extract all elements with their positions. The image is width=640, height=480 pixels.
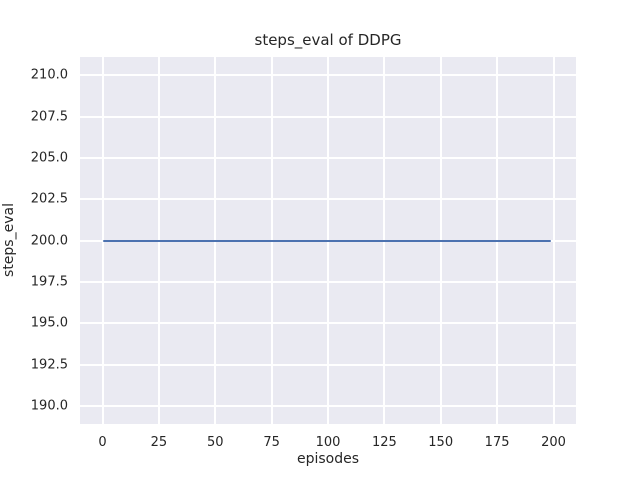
y-tick-label: 207.5 — [30, 109, 68, 124]
y-gridline — [80, 156, 576, 159]
y-gridline — [80, 280, 576, 283]
x-tick-label: 75 — [263, 435, 280, 450]
y-gridline — [80, 198, 576, 201]
y-gridline — [80, 363, 576, 366]
x-tick-label: 100 — [315, 435, 341, 450]
x-tick-label: 150 — [428, 435, 454, 450]
chart-title: steps_eval of DDPG — [254, 31, 402, 49]
y-tick-label: 190.0 — [30, 398, 68, 414]
plot-area — [80, 57, 576, 424]
y-tick-label: 210.0 — [30, 67, 68, 83]
series-line-steps_eval — [102, 239, 552, 242]
y-axis-label: steps_eval — [1, 203, 17, 277]
x-tick-label: 125 — [371, 435, 397, 450]
y-gridline — [80, 74, 576, 77]
y-gridline — [80, 322, 576, 325]
y-tick-label: 197.5 — [30, 274, 68, 290]
y-tick-label: 205.0 — [30, 150, 68, 166]
x-tick-label: 25 — [150, 435, 168, 450]
x-tick-label: 200 — [541, 435, 566, 450]
y-tick-label: 192.5 — [30, 357, 68, 372]
y-gridline — [80, 404, 576, 407]
y-tick-label: 195.0 — [30, 315, 68, 331]
x-tick-label: 50 — [207, 435, 224, 450]
x-tick-label: 175 — [484, 435, 510, 450]
y-gridline — [80, 115, 576, 118]
y-tick-label: 200.0 — [30, 233, 68, 248]
x-tick-label: 0 — [98, 435, 107, 450]
y-tick-label: 202.5 — [30, 191, 68, 207]
x-axis-label: episodes — [296, 451, 360, 467]
